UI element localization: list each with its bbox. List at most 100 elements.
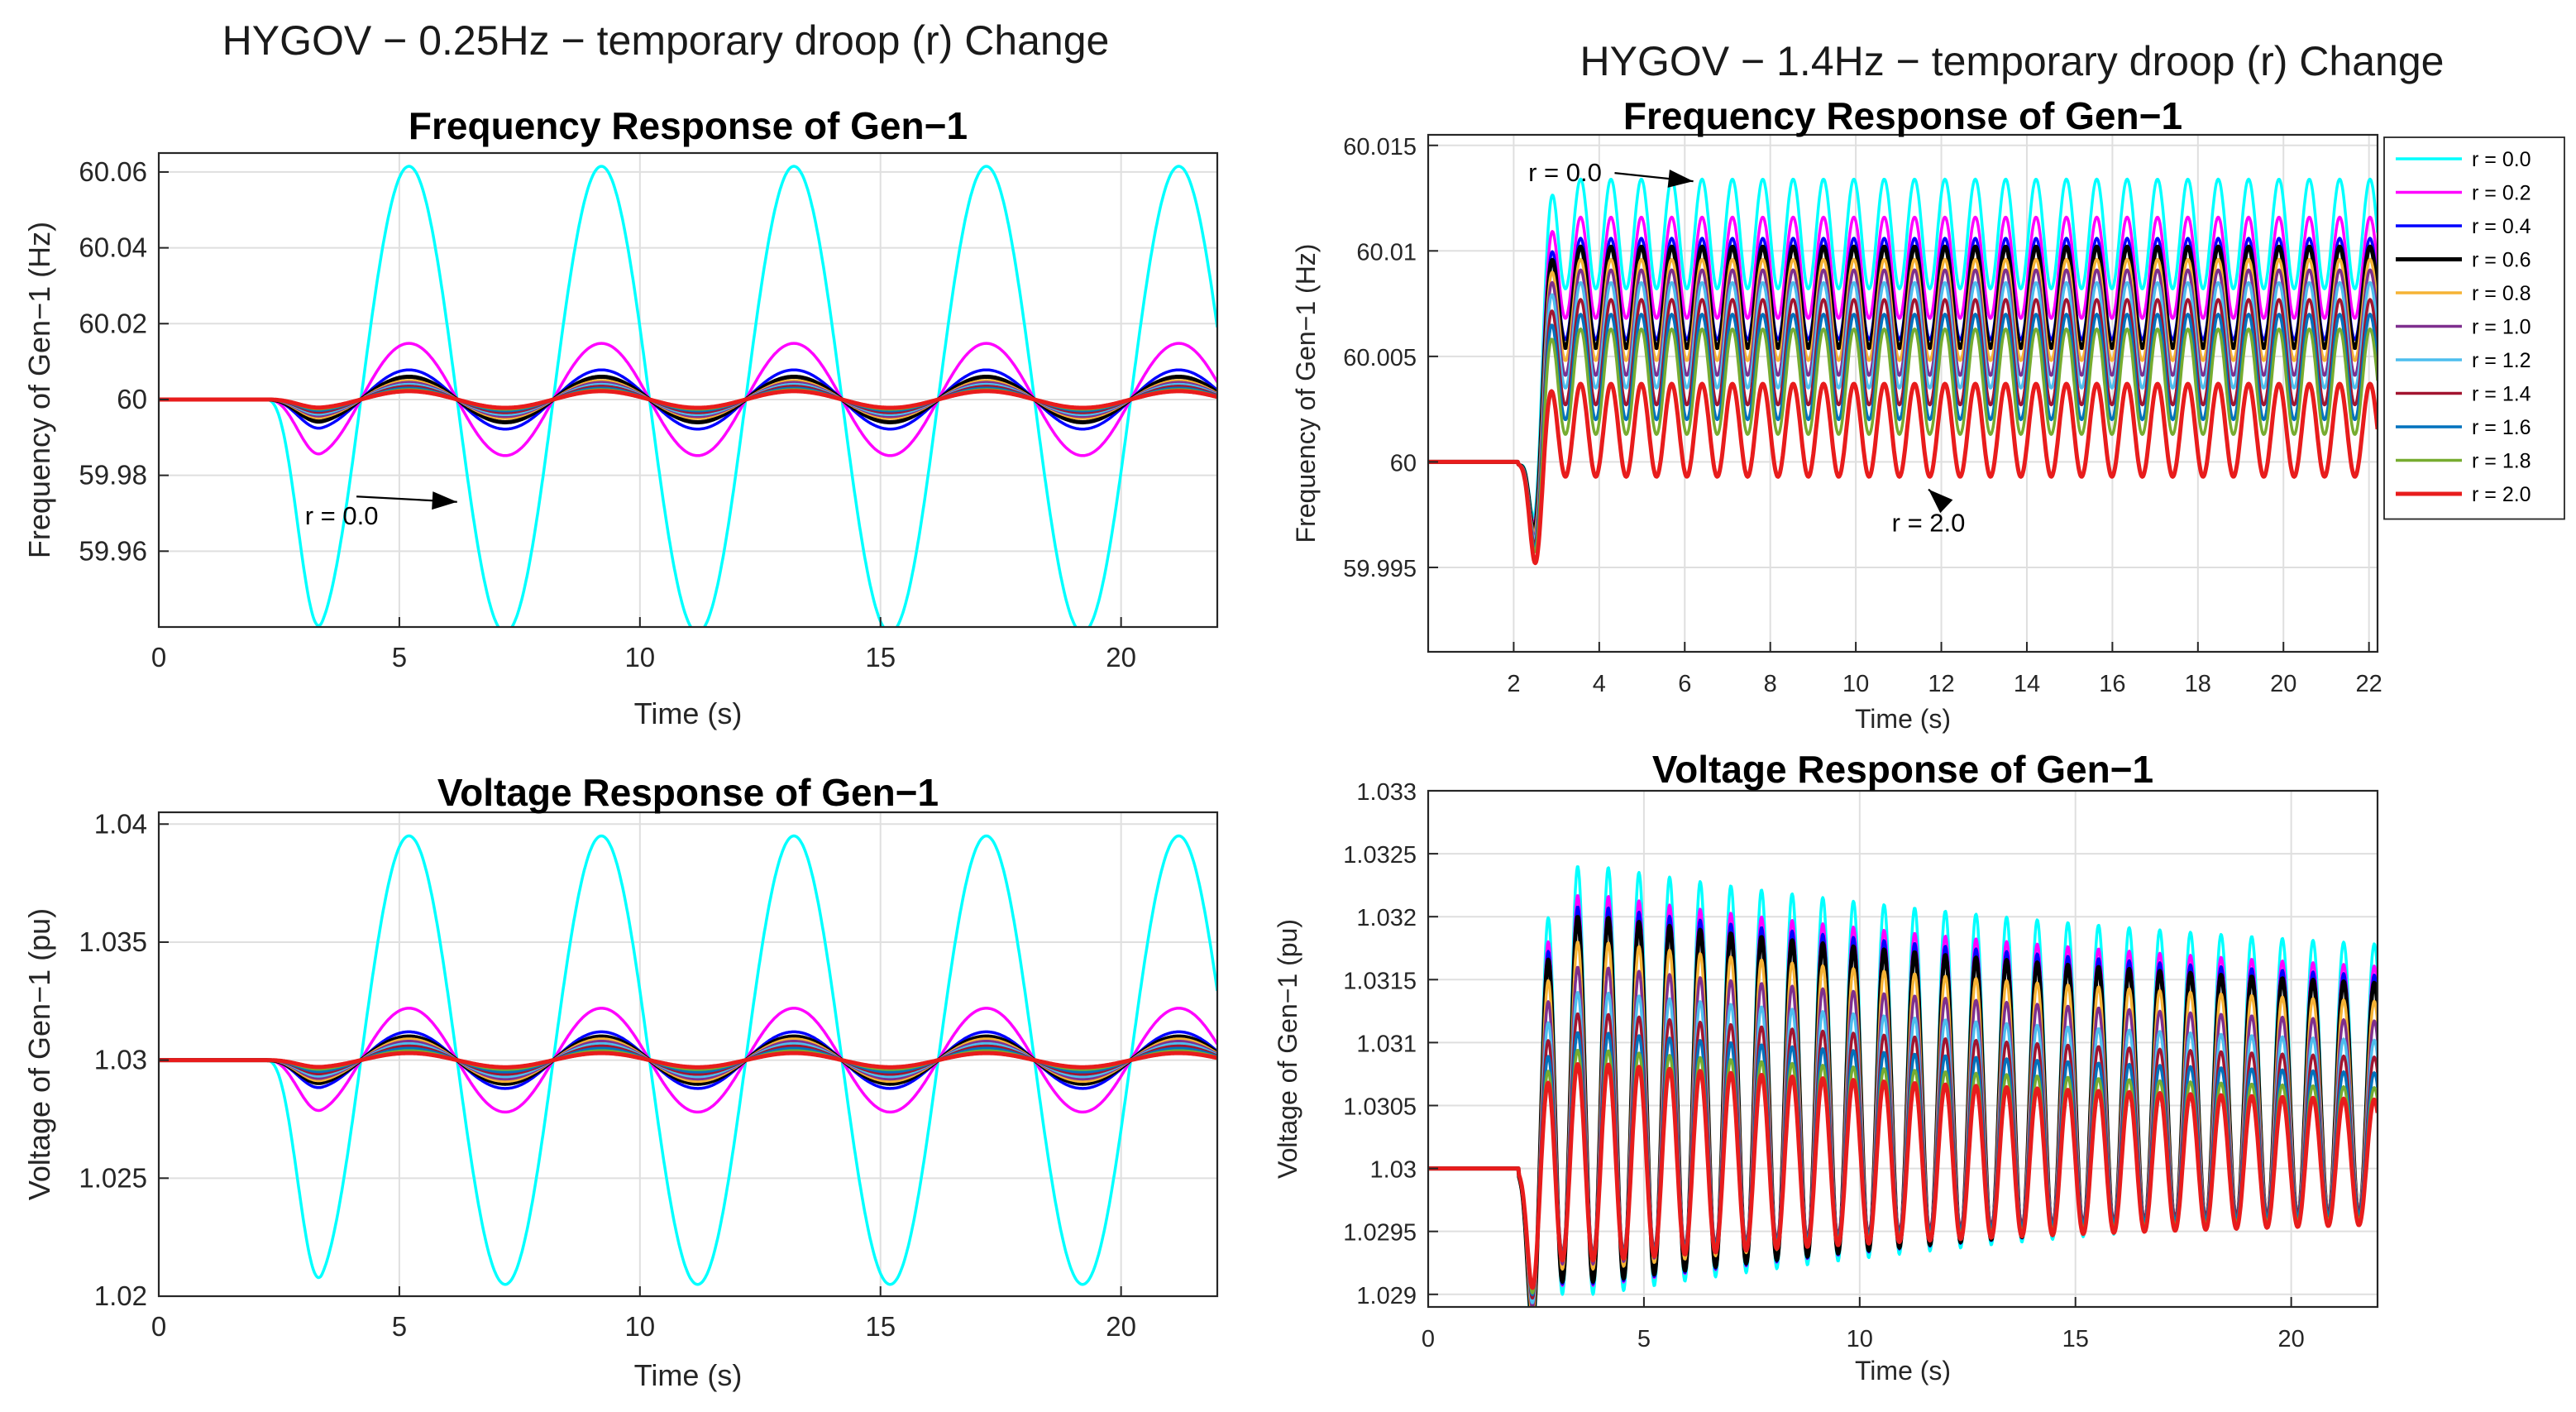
x-tick-label: 20 bbox=[2278, 1326, 2305, 1352]
chart-title: Voltage Response of Gen−1 bbox=[1652, 748, 2153, 791]
y-tick-label: 1.0295 bbox=[1343, 1220, 1417, 1247]
series-group bbox=[1428, 177, 2378, 566]
y-tick-label: 59.98 bbox=[79, 460, 147, 491]
y-tick-label: 60 bbox=[1390, 450, 1417, 476]
x-tick-label: 20 bbox=[1106, 1311, 1136, 1342]
y-tick-label: 1.0315 bbox=[1343, 968, 1417, 994]
annotation-arrowhead bbox=[432, 491, 457, 510]
freq-right-chart: 2 4 6 8 10 12 14 16 18 20 22 59.995 60 60.005 60.01 60.… bbox=[1291, 94, 2565, 734]
series-line-r02 bbox=[159, 342, 1217, 457]
y-tick-label: 1.04 bbox=[94, 808, 147, 839]
series-line-r00 bbox=[159, 165, 1217, 627]
series-group bbox=[159, 834, 1217, 1286]
annotation-label: r = 0.0 bbox=[1528, 158, 1602, 187]
chart-title: Frequency Response of Gen−1 bbox=[409, 104, 968, 147]
legend-label: r = 1.8 bbox=[2472, 450, 2531, 473]
series-line-r14 bbox=[1428, 298, 2378, 546]
legend-label: r = 1.0 bbox=[2472, 316, 2531, 339]
x-tick-label: 8 bbox=[1764, 671, 1777, 697]
left-figure-title: HYGOV − 0.25Hz − temporary droop (r) Cha… bbox=[222, 17, 1110, 64]
legend-label: r = 0.6 bbox=[2472, 249, 2531, 272]
y-tick-label: 1.03 bbox=[94, 1045, 147, 1075]
x-tick-label: 10 bbox=[1842, 671, 1869, 697]
chart-title: Frequency Response of Gen−1 bbox=[1623, 94, 2182, 137]
y-tick-label: 60.005 bbox=[1343, 345, 1417, 371]
x-tick-label: 14 bbox=[2014, 671, 2040, 697]
legend-label: r = 1.6 bbox=[2472, 416, 2531, 439]
freq-left-chart: 0 5 10 15 20 59.96 59.98 60 60.02 60.04 60.06 Frequ… bbox=[22, 104, 1219, 730]
x-axis-label: Time (s) bbox=[634, 696, 743, 730]
y-tick-label: 1.02 bbox=[94, 1280, 147, 1311]
annotation-arrowhead bbox=[1928, 489, 1953, 514]
y-tick-label: 60.04 bbox=[79, 232, 147, 263]
y-tick-label: 60.015 bbox=[1343, 134, 1417, 160]
series-line-r02 bbox=[1428, 215, 2378, 526]
y-tick-label: 1.032 bbox=[1356, 905, 1417, 931]
x-tick-label: 5 bbox=[392, 1311, 407, 1342]
chart-title: Voltage Response of Gen−1 bbox=[437, 771, 939, 814]
annotation-label: r = 0.0 bbox=[305, 501, 379, 530]
x-tick-label: 10 bbox=[1847, 1326, 1873, 1352]
axes-box bbox=[157, 151, 1219, 629]
series-group bbox=[159, 165, 1217, 627]
legend-label: r = 0.0 bbox=[2472, 148, 2531, 171]
x-axis-label: Time (s) bbox=[634, 1358, 743, 1392]
y-axis-label: Frequency of Gen−1 (Hz) bbox=[22, 222, 56, 558]
x-tick-label: 20 bbox=[2270, 671, 2296, 697]
series-line-r20 bbox=[159, 1051, 1217, 1070]
x-tick-label: 5 bbox=[392, 642, 407, 672]
y-tick-label: 1.025 bbox=[79, 1162, 147, 1193]
x-tick-label: 0 bbox=[151, 1311, 166, 1342]
series-line-r16 bbox=[1428, 313, 2378, 550]
y-axis-label: Frequency of Gen−1 (Hz) bbox=[1291, 244, 1321, 543]
y-tick-label: 1.029 bbox=[1356, 1283, 1417, 1309]
series-line-r12 bbox=[1428, 280, 2378, 542]
y-tick-label: 59.96 bbox=[79, 535, 147, 566]
y-tick-label: 60.01 bbox=[1356, 239, 1417, 266]
x-axis-label: Time (s) bbox=[1855, 704, 1951, 734]
y-tick-label: 1.0305 bbox=[1343, 1094, 1417, 1120]
right-figure-title: HYGOV − 1.4Hz − temporary droop (r) Chan… bbox=[1580, 38, 2445, 84]
x-tick-label: 0 bbox=[1422, 1326, 1435, 1352]
axes-box bbox=[1427, 789, 2379, 1309]
y-tick-label: 1.03 bbox=[1370, 1157, 1417, 1184]
x-tick-label: 16 bbox=[2099, 671, 2125, 697]
series-line-r18 bbox=[1428, 327, 2378, 553]
x-tick-label: 12 bbox=[1928, 671, 1954, 697]
series-line-r20 bbox=[1428, 1062, 2378, 1290]
x-tick-label: 18 bbox=[2185, 671, 2211, 697]
volt-right-chart: 0 5 10 15 20 1.029 1.0295 1.03 1.0305 1.031 1.0315… bbox=[1273, 748, 2379, 1386]
y-tick-label: 60.02 bbox=[79, 308, 147, 338]
x-tick-label: 2 bbox=[1507, 671, 1520, 697]
y-tick-label: 60.06 bbox=[79, 156, 147, 187]
x-tick-label: 22 bbox=[2356, 671, 2382, 697]
y-axis-label: Voltage of Gen−1 (pu) bbox=[22, 908, 56, 1200]
annotation-label: r = 2.0 bbox=[1892, 509, 1966, 538]
y-tick-label: 60 bbox=[117, 384, 147, 414]
legend-box bbox=[2383, 136, 2565, 520]
x-tick-label: 0 bbox=[151, 642, 166, 672]
x-tick-label: 20 bbox=[1106, 642, 1136, 672]
x-tick-label: 6 bbox=[1678, 671, 1691, 697]
y-tick-label: 1.033 bbox=[1356, 779, 1417, 806]
series-line-r00 bbox=[159, 834, 1217, 1286]
volt-left-chart: 0 5 10 15 20 1.02 1.025 1.03 1.035 1.04 Voltage Re… bbox=[22, 771, 1219, 1392]
x-tick-label: 5 bbox=[1637, 1326, 1651, 1352]
charts-layer: 0 5 10 15 2059.9659.986060.0260.0460.06Frequ… bbox=[22, 94, 2565, 1392]
series-line-r20 bbox=[1428, 381, 2378, 566]
x-tick-label: 10 bbox=[624, 642, 655, 672]
y-axis-label: Voltage of Gen−1 (pu) bbox=[1273, 919, 1302, 1179]
x-tick-label: 15 bbox=[865, 1311, 896, 1342]
legend-label: r = 0.4 bbox=[2472, 215, 2531, 238]
legend-label: r = 1.2 bbox=[2472, 349, 2531, 372]
y-tick-label: 59.995 bbox=[1343, 556, 1417, 582]
series-group bbox=[1428, 865, 2378, 1307]
plot-area bbox=[159, 812, 1217, 1296]
x-tick-label: 10 bbox=[624, 1311, 655, 1342]
legend-label: r = 1.4 bbox=[2472, 383, 2531, 406]
y-tick-label: 1.031 bbox=[1356, 1031, 1417, 1057]
x-axis-label: Time (s) bbox=[1855, 1356, 1951, 1386]
series-line-r20 bbox=[159, 389, 1217, 410]
axes-box bbox=[157, 811, 1219, 1298]
